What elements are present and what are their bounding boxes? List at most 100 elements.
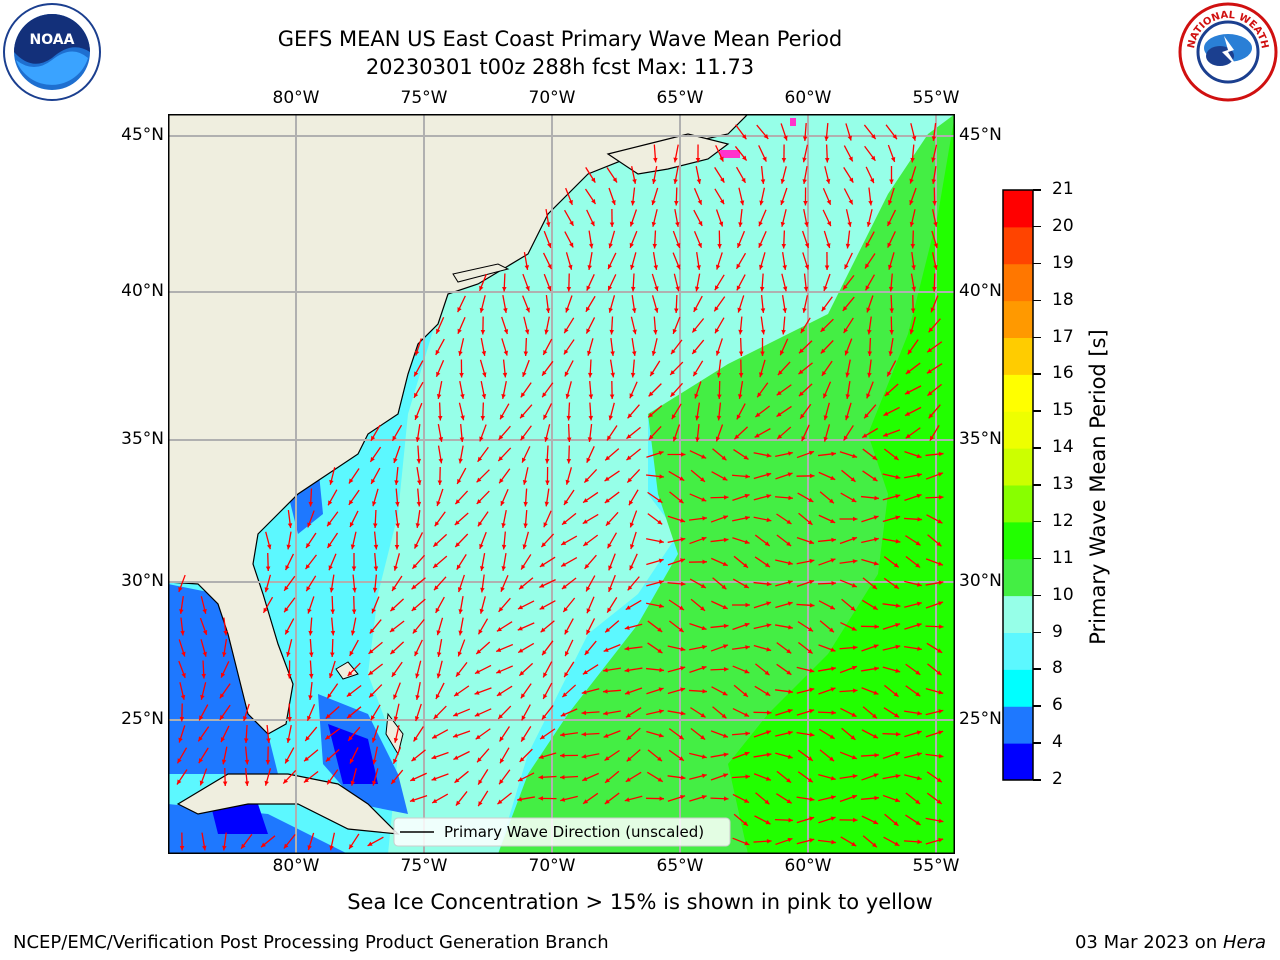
wave-arrow — [646, 538, 664, 544]
wave-arrow — [433, 705, 447, 720]
wave-arrow — [801, 424, 810, 442]
wave-arrow — [887, 231, 896, 248]
wave-arrow — [517, 642, 535, 654]
wave-arrow — [860, 624, 880, 629]
wave-arrow — [502, 359, 508, 378]
wave-arrow — [346, 706, 362, 719]
wave-arrow — [350, 617, 357, 636]
wave-arrow — [842, 274, 855, 291]
lat-label-right: 45°N — [959, 125, 1002, 145]
wave-arrow — [758, 145, 767, 162]
wave-arrow — [391, 424, 403, 442]
colorbar-tick-mark — [1033, 410, 1041, 412]
wave-arrow — [264, 768, 272, 786]
wave-arrow — [411, 577, 426, 590]
wave-arrow — [840, 492, 857, 503]
wave-arrow — [626, 749, 641, 762]
wave-arrow — [501, 316, 509, 335]
wave-arrow — [758, 231, 767, 248]
wave-arrow — [624, 623, 643, 630]
wave-arrow — [630, 316, 637, 335]
colorbar-swatch — [1003, 485, 1033, 523]
wave-arrow — [431, 793, 449, 804]
wave-arrow — [542, 682, 553, 700]
lon-label-bottom: 80°W — [272, 856, 320, 876]
wave-arrow — [688, 559, 708, 565]
wave-arrow — [479, 596, 486, 614]
wave-arrow — [409, 795, 428, 803]
wave-arrow — [866, 209, 873, 227]
colorbar-tick-label: 17 — [1052, 326, 1074, 347]
wave-arrow — [800, 317, 811, 334]
wave-arrow — [265, 746, 271, 765]
colorbar-tick-label: 15 — [1052, 400, 1074, 421]
wave-arrow — [884, 684, 899, 698]
wave-arrow — [775, 752, 793, 759]
wave-arrow — [347, 662, 361, 677]
wave-arrow — [839, 579, 858, 588]
wave-arrow — [889, 165, 894, 185]
wave-arrow — [713, 296, 726, 312]
wave-arrow — [735, 166, 747, 184]
wave-arrow — [286, 725, 292, 743]
colorbar-tick-mark — [1033, 594, 1041, 597]
wave-arrow — [799, 403, 812, 420]
wave-arrow — [497, 792, 512, 805]
wave-arrow — [882, 603, 901, 608]
wave-arrow — [604, 620, 620, 633]
wave-arrow — [932, 273, 937, 292]
wave-arrow — [499, 747, 510, 764]
wave-arrow — [453, 685, 470, 697]
wave-arrow — [389, 641, 405, 655]
wave-arrow — [905, 663, 921, 676]
wave-arrow — [585, 618, 596, 635]
wave-arrow — [413, 726, 424, 742]
wave-arrow — [710, 515, 729, 523]
wave-arrow — [584, 188, 597, 205]
wave-arrow — [539, 600, 556, 610]
wave-arrow — [735, 252, 747, 270]
wave-arrow — [179, 682, 186, 700]
wave-arrow — [651, 295, 659, 313]
colorbar-tick-mark — [1033, 520, 1041, 523]
wave-arrow — [692, 360, 704, 377]
wave-arrow — [351, 552, 357, 572]
wave-arrow — [266, 724, 271, 744]
wave-arrow — [646, 687, 664, 695]
wave-arrow — [608, 553, 616, 571]
wave-arrow — [649, 360, 661, 377]
wave-arrow — [543, 510, 552, 528]
wave-arrow — [710, 644, 729, 652]
wave-arrow — [775, 730, 793, 737]
wave-arrow — [627, 404, 640, 419]
wave-arrow — [839, 516, 858, 522]
wave-arrow — [673, 273, 680, 292]
wave-arrow — [563, 489, 575, 506]
wave-arrow — [477, 618, 489, 635]
wave-arrow — [646, 580, 664, 587]
wave-arrow — [927, 663, 942, 676]
wave-arrow — [651, 209, 658, 227]
colorbar-tick-label: 12 — [1052, 510, 1074, 531]
wave-arrow — [710, 773, 729, 781]
wave-arrow — [308, 488, 314, 507]
wave-arrow — [564, 618, 574, 635]
wave-arrow — [818, 514, 836, 524]
wave-arrow — [819, 620, 835, 633]
wave-arrow — [866, 381, 874, 399]
wave-arrow — [414, 703, 422, 722]
wave-arrow — [624, 795, 643, 802]
wave-arrow — [348, 468, 360, 484]
wave-arrow — [753, 730, 772, 738]
wave-arrow — [889, 294, 894, 314]
wave-arrow — [776, 426, 792, 440]
sea-ice-patch-2 — [790, 118, 796, 126]
wave-arrow — [626, 426, 641, 440]
wave-arrow — [738, 316, 743, 335]
wave-arrow — [630, 273, 636, 292]
wave-arrow — [796, 732, 815, 737]
wave-arrow — [349, 639, 359, 657]
wave-arrow — [759, 252, 766, 270]
wave-arrow — [606, 532, 618, 549]
wave-arrow — [672, 424, 681, 442]
